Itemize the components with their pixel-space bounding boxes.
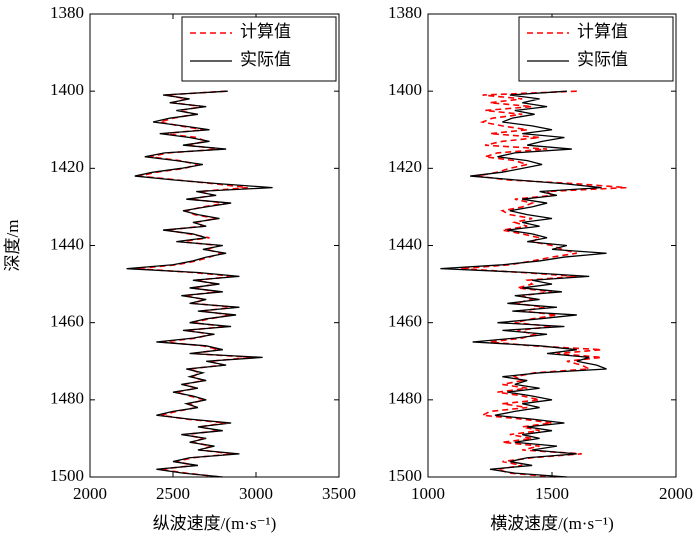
x-tick-label: 1500 — [535, 484, 569, 503]
legend-box — [518, 16, 674, 82]
legend-label: 计算值 — [240, 22, 291, 41]
y-tick-label: 1420 — [50, 157, 84, 176]
x-tick-label: 2000 — [659, 484, 693, 503]
x-tick-label: 3000 — [239, 484, 273, 503]
y-tick-label: 1420 — [388, 157, 422, 176]
y-tick-label: 1440 — [50, 234, 84, 253]
y-tick-label: 1500 — [388, 466, 422, 485]
legend-label: 实际值 — [240, 50, 291, 69]
x-axis-label: 纵波速度/(m·s⁻¹) — [153, 514, 277, 533]
y-tick-label: 1400 — [388, 80, 422, 99]
y-tick-label: 1480 — [50, 389, 84, 408]
y-axis-label: 深度/m — [3, 220, 22, 272]
y-tick-label: 1460 — [388, 312, 422, 331]
y-tick-label: 1460 — [50, 312, 84, 331]
plot-area — [90, 14, 339, 477]
y-tick-label: 1380 — [50, 3, 84, 22]
x-tick-label: 2500 — [156, 484, 190, 503]
legend-box — [181, 16, 337, 82]
series-line — [440, 90, 607, 478]
legend-label: 实际值 — [577, 50, 628, 69]
x-tick-label: 3500 — [322, 484, 356, 503]
legend-label: 计算值 — [577, 22, 628, 41]
y-tick-label: 1400 — [50, 80, 84, 99]
series-line — [126, 90, 273, 478]
y-tick-label: 1500 — [50, 466, 84, 485]
x-tick-label: 1000 — [411, 484, 445, 503]
y-tick-label: 1380 — [388, 3, 422, 22]
y-tick-label: 1480 — [388, 389, 422, 408]
x-tick-label: 2000 — [73, 484, 107, 503]
series-line — [136, 90, 253, 478]
y-tick-label: 1440 — [388, 234, 422, 253]
x-axis-label: 横波速度/(m·s⁻¹) — [490, 514, 614, 533]
series-line — [460, 90, 627, 478]
